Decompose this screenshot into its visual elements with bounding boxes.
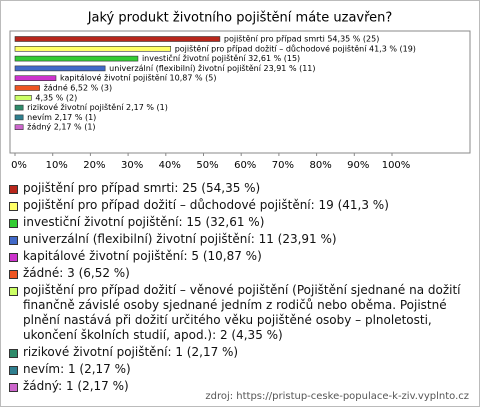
legend-item: rizikové životní pojištění: 1 (2,17 %) xyxy=(9,345,471,360)
bar xyxy=(14,65,106,72)
data-label: univerzální (flexibilní) životní pojiště… xyxy=(109,63,315,73)
data-label: pojištění pro případ dožití – důchodové … xyxy=(175,43,416,53)
legend-item: investiční životní pojištění: 15 (32,61 … xyxy=(9,215,471,230)
legend-label: žádné: 3 (6,52 %) xyxy=(23,266,130,280)
bar xyxy=(14,114,24,121)
legend-swatch xyxy=(9,202,18,211)
data-label: nevím 2,17 % (1) xyxy=(27,113,96,122)
chart-title: Jaký produkt životního pojištění máte uz… xyxy=(87,11,393,26)
bar xyxy=(14,36,221,42)
legend-label: kapitálové životní pojištění: 5 (10,87 %… xyxy=(23,249,262,263)
legend-swatch xyxy=(9,253,18,262)
legend-item: žádné: 3 (6,52 %) xyxy=(9,266,471,281)
x-tick-label: 70% xyxy=(272,160,294,171)
data-label: kapitálové životní pojištění 10,87 % (5) xyxy=(60,73,216,83)
bar xyxy=(14,104,24,111)
data-label: žádný 2,17 % (1) xyxy=(27,123,95,132)
data-label: pojištění pro případ smrti 54,35 % (25) xyxy=(224,34,379,44)
legend-label: investiční životní pojištění: 15 (32,61 … xyxy=(23,215,265,229)
plot: Jaký produkt životního pojištění máte uz… xyxy=(9,11,471,171)
legend-item: univerzální (flexibilní) životní pojiště… xyxy=(9,232,471,247)
legend-swatch xyxy=(9,366,18,375)
legend-swatch xyxy=(9,287,18,296)
x-tick-label: 30% xyxy=(121,160,143,171)
legend-label: rizikové životní pojištění: 1 (2,17 %) xyxy=(23,345,239,359)
x-tick-label: 40% xyxy=(159,160,181,171)
legend-item: kapitálové životní pojištění: 5 (10,87 %… xyxy=(9,249,471,264)
legend-label: pojištění pro případ dožití – věnové poj… xyxy=(23,283,461,342)
x-tick-label: 50% xyxy=(196,160,218,171)
legend-item: žádný: 1 (2,17 %) xyxy=(9,379,471,394)
x-tick-label: 80% xyxy=(309,160,331,171)
data-label: 4,35 % (2) xyxy=(35,93,77,102)
legend-label: nevím: 1 (2,17 %) xyxy=(23,362,131,376)
legend: pojištění pro případ smrti: 25 (54,35 %)… xyxy=(9,181,471,396)
legend-item: pojištění pro případ smrti: 25 (54,35 %) xyxy=(9,181,471,196)
source: zdroj: https://pristup-ceske-populace-k-… xyxy=(205,391,469,402)
bar xyxy=(14,124,24,130)
data-label: investiční životní pojištění 32,61 % (15… xyxy=(142,53,300,63)
data-label: žádné 6,52 % (3) xyxy=(44,83,113,93)
x-tick-label: 0% xyxy=(11,160,27,171)
legend-swatch xyxy=(9,349,18,358)
data-label: rizikové životní pojištění 2,17 % (1) xyxy=(27,102,168,112)
x-tick-label: 90% xyxy=(347,160,369,171)
x-tick-label: 60% xyxy=(234,160,256,171)
x-tick-label: 100% xyxy=(382,160,411,171)
bar xyxy=(14,75,57,81)
bar xyxy=(14,45,172,52)
legend-swatch xyxy=(9,185,18,194)
legend-swatch xyxy=(9,383,18,392)
legend-item: nevím: 1 (2,17 %) xyxy=(9,362,471,377)
bar xyxy=(14,55,139,62)
x-tick-label: 20% xyxy=(83,160,105,171)
bar xyxy=(14,95,32,101)
plot-frame xyxy=(9,30,471,154)
legend-swatch xyxy=(9,270,18,279)
legend-swatch xyxy=(9,236,18,245)
legend-label: pojištění pro případ dožití – důchodové … xyxy=(23,198,389,212)
legend-label: žádný: 1 (2,17 %) xyxy=(23,379,129,393)
legend-label: pojištění pro případ smrti: 25 (54,35 %) xyxy=(23,181,261,195)
x-tick-label: 10% xyxy=(46,160,68,171)
legend-label: univerzální (flexibilní) životní pojiště… xyxy=(23,232,337,246)
legend-swatch xyxy=(9,219,18,228)
legend-item: pojištění pro případ dožití – důchodové … xyxy=(9,198,471,213)
bar xyxy=(14,85,40,91)
legend-item: pojištění pro případ dožití – věnové poj… xyxy=(9,283,471,343)
